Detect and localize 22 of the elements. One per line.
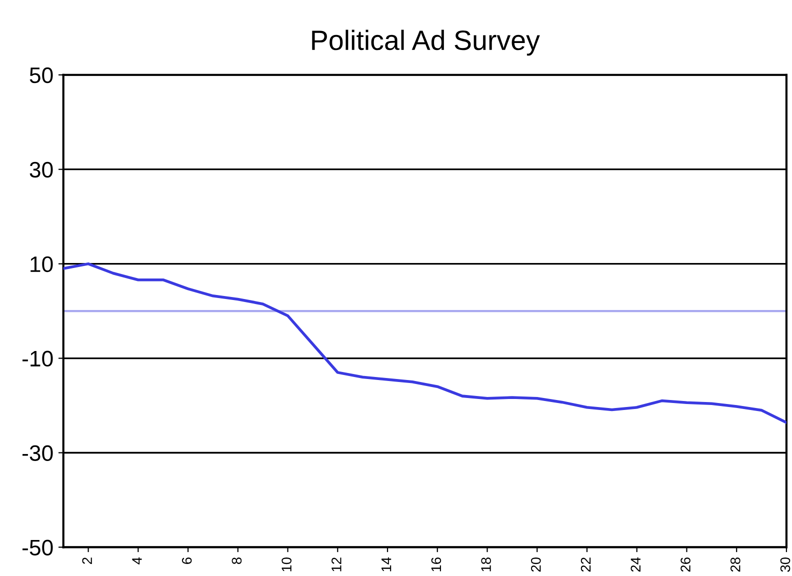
x-tick-label: 24 xyxy=(630,557,640,572)
y-tick-label: -30 xyxy=(22,445,53,462)
y-tick-label: 50 xyxy=(30,67,53,84)
x-tick-label: 10 xyxy=(282,557,292,572)
x-tick-label: 30 xyxy=(780,557,790,572)
x-tick-label: 22 xyxy=(580,558,591,572)
x-tick-label: 4 xyxy=(132,557,142,564)
x-tick-label: 14 xyxy=(382,557,392,572)
y-tick-label: -10 xyxy=(22,350,53,367)
x-tick-label: 2 xyxy=(82,558,92,564)
x-tick-label: 16 xyxy=(431,558,442,572)
y-tick-label: -50 xyxy=(22,540,53,556)
x-tick-label: 6 xyxy=(182,558,192,564)
y-tick-label: 30 xyxy=(30,162,53,178)
x-tick-label: 20 xyxy=(531,557,541,572)
x-tick-label: 12 xyxy=(332,558,342,572)
x-tick-label: 28 xyxy=(730,558,740,572)
x-tick-label: 18 xyxy=(481,558,491,572)
chart-title: Political Ad Survey xyxy=(312,30,540,56)
x-tick-label: 8 xyxy=(232,558,242,564)
y-tick-label: 10 xyxy=(30,256,53,272)
x-tick-label: 26 xyxy=(680,558,690,572)
